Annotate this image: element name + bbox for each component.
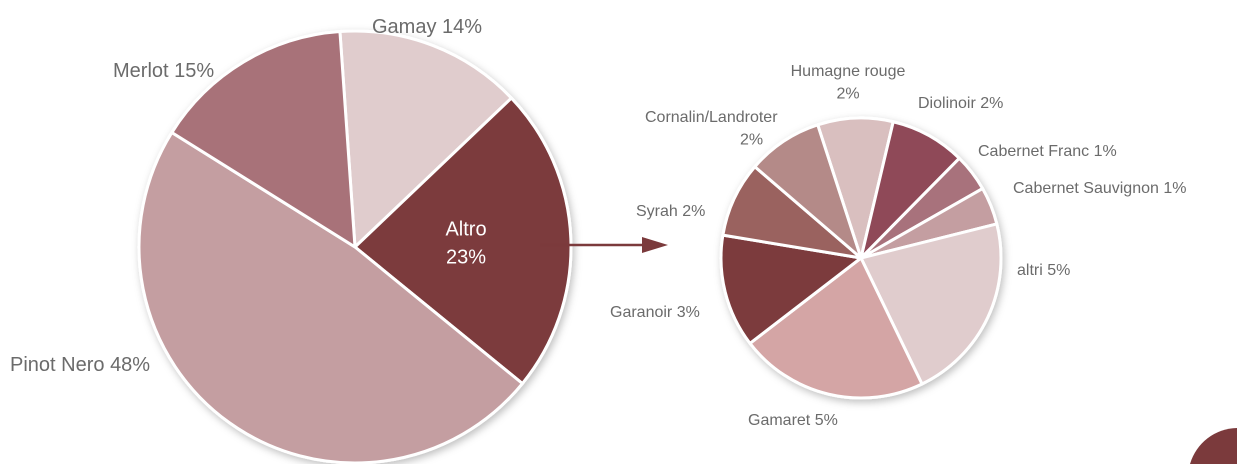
slice-label: Syrah 2%: [636, 203, 705, 220]
slice-category: Cabernet Sauvignon: [1013, 180, 1159, 197]
slice-label: Diolinoir 2%: [918, 95, 1003, 112]
slice-value: 1%: [1163, 180, 1186, 197]
pie-slice: [753, 123, 863, 260]
pie-slice: [748, 256, 924, 400]
labels: Gamay 14% Altro 23% Pinot Nero 48% Merlot 15…: [10, 16, 1186, 429]
slice-label: Humagne rouge: [791, 63, 906, 80]
slice-value: 2%: [980, 95, 1003, 112]
pie-slice: [719, 233, 863, 345]
slice-label: Gamaret 5%: [748, 412, 838, 429]
logo: [1190, 428, 1237, 464]
pie: [719, 116, 1003, 400]
arrow-head: [642, 237, 668, 253]
slice-category: Pinot Nero: [10, 354, 105, 376]
slice-value: 15%: [174, 60, 214, 82]
slice-label: Gamay 14%: [372, 16, 482, 38]
slice-category: Merlot: [113, 60, 169, 82]
slice-label: Garanoir 3%: [610, 304, 700, 321]
pies: [137, 29, 1003, 464]
pie-slice: [338, 29, 513, 249]
slice-value: 5%: [815, 412, 838, 429]
slice-category: altri: [1017, 262, 1043, 279]
slice-category: Garanoir: [610, 304, 673, 321]
slice-value: 1%: [1094, 143, 1117, 160]
slice-label: Cornalin/Landroter: [645, 109, 778, 126]
slice-value: 3%: [677, 304, 700, 321]
slice-label: Altro: [445, 218, 486, 240]
slice-label: altri 5%: [1017, 262, 1070, 279]
slice-category: Cabernet Franc: [978, 143, 1089, 160]
slice-value: 2%: [682, 203, 705, 220]
slice-label: Cabernet Sauvignon 1%: [1013, 180, 1186, 197]
slice-value: 5%: [1047, 262, 1070, 279]
slice-value: 2%: [836, 86, 859, 103]
pie: [137, 29, 573, 464]
slice-value: 48%: [110, 354, 150, 376]
pie-slice: [859, 222, 1003, 386]
pie-slice: [353, 96, 573, 386]
slice-value: 23%: [446, 246, 486, 268]
pie-slice: [137, 131, 524, 464]
slice-value: 2%: [740, 132, 763, 149]
slice-label: Cabernet Franc 1%: [978, 143, 1117, 160]
pie-slice: [170, 30, 357, 249]
slice-label: Pinot Nero 48%: [10, 354, 150, 376]
slice-category: Gamaret: [748, 412, 811, 429]
slice-category: Syrah: [636, 203, 678, 220]
slice-value: 14%: [442, 16, 482, 38]
slice-category: Diolinoir: [918, 95, 976, 112]
slice-label: Merlot 15%: [113, 60, 214, 82]
slice-category: Gamay: [372, 16, 436, 38]
